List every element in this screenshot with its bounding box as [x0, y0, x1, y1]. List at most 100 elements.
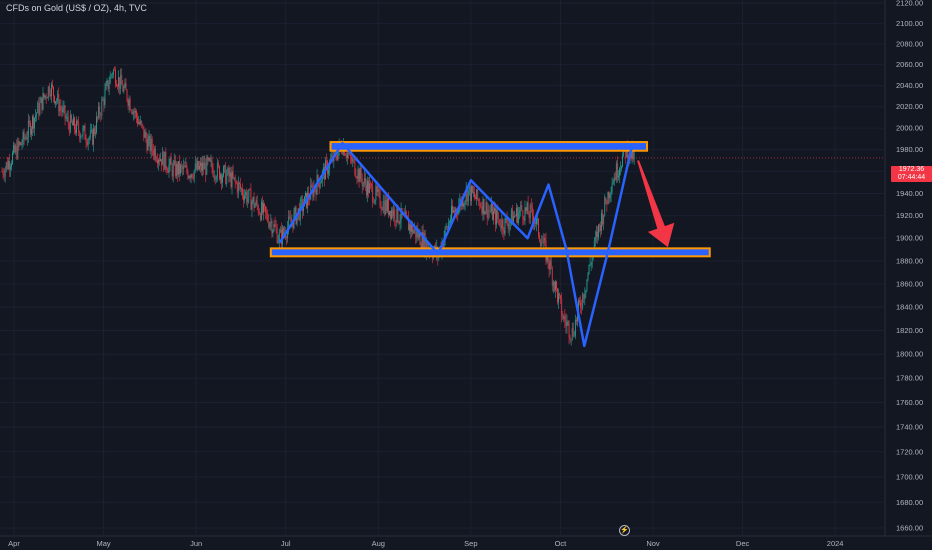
- x-tick-label: Apr: [8, 539, 20, 548]
- candle-body: [366, 184, 367, 196]
- candle-body: [565, 320, 567, 326]
- candle-body: [252, 197, 254, 202]
- candle-body: [553, 281, 555, 291]
- candle-body: [572, 328, 574, 336]
- candle-body: [510, 209, 512, 220]
- candle-body: [225, 165, 227, 184]
- candle-body: [467, 189, 469, 202]
- candle-body: [66, 116, 68, 119]
- candle-body: [337, 151, 339, 160]
- candle-body: [303, 206, 304, 212]
- candle-body: [511, 209, 513, 225]
- candle-body: [360, 167, 362, 179]
- candle-body: [462, 198, 464, 207]
- candle-body: [163, 151, 165, 170]
- candle-body: [411, 223, 412, 232]
- candle-body: [211, 160, 213, 169]
- candle-body: [378, 189, 380, 191]
- candle-body: [619, 168, 620, 176]
- candle-body: [501, 219, 503, 229]
- candle-body: [560, 295, 562, 299]
- candle-body: [117, 86, 118, 87]
- candle-body: [26, 136, 28, 140]
- candle-body: [609, 194, 611, 199]
- candle-body: [76, 120, 78, 134]
- candle-body: [389, 210, 390, 215]
- candle-body: [85, 139, 87, 143]
- candle-body: [552, 281, 554, 286]
- candle-body: [574, 319, 576, 336]
- candle-body: [457, 212, 459, 214]
- candle-body: [254, 204, 256, 208]
- down-arrow-icon: [637, 160, 675, 248]
- candle-body: [160, 159, 162, 161]
- candle-body: [280, 229, 282, 244]
- candle-body: [584, 294, 586, 300]
- y-tick-label: 1740.00: [896, 422, 923, 431]
- candle-body: [384, 200, 386, 215]
- candle-body: [419, 232, 421, 246]
- candle-body: [158, 159, 159, 164]
- candle-body: [217, 162, 219, 167]
- candle-body: [597, 231, 598, 238]
- candle-body: [581, 307, 583, 309]
- candle-body: [243, 195, 244, 201]
- candle-body: [183, 165, 185, 170]
- candle-body: [392, 210, 394, 217]
- candle-body: [576, 319, 577, 322]
- zigzag-pattern-line: [278, 141, 634, 348]
- y-tick-label: 1780.00: [896, 374, 923, 383]
- candle-body: [233, 177, 235, 178]
- candle-body: [526, 202, 528, 211]
- candle-body: [614, 177, 616, 180]
- candle-body: [80, 136, 82, 139]
- candle-body: [598, 224, 599, 238]
- candle-body: [382, 201, 384, 211]
- candle-body: [493, 210, 494, 220]
- candle-body: [370, 183, 372, 185]
- price-axis[interactable]: 1660.00 1680.00 1700.00 1720.00 1740.00 1760.…: [896, 0, 923, 533]
- candle-body: [16, 146, 18, 159]
- candle-body: [531, 207, 533, 216]
- candle-body: [13, 145, 15, 153]
- candle-body: [22, 131, 24, 145]
- candle-body: [272, 230, 274, 234]
- candle-body: [253, 197, 255, 208]
- horizontal-zone: [329, 141, 649, 152]
- candle-body: [362, 182, 364, 187]
- candle-body: [224, 165, 226, 167]
- candle-body: [63, 105, 65, 108]
- candle-body: [573, 335, 575, 337]
- candle-body: [357, 169, 359, 179]
- candle-body: [122, 84, 124, 92]
- y-tick-label: 2080.00: [896, 39, 923, 48]
- candle-body: [578, 300, 579, 311]
- candle-body: [463, 203, 465, 207]
- candle-body: [78, 123, 80, 132]
- candle-body: [563, 316, 565, 319]
- candle-body: [90, 129, 92, 131]
- chart-title: CFDs on Gold (US$ / OZ), 4h, TVC: [6, 3, 147, 13]
- horizontal-zone: [269, 247, 711, 258]
- candle-body: [497, 210, 499, 219]
- candle-body: [124, 83, 126, 88]
- candle-body: [171, 164, 173, 177]
- candle-body: [47, 86, 49, 98]
- lightning-icon[interactable]: ⚡: [619, 525, 630, 536]
- candle-body: [28, 120, 30, 123]
- candle-body: [106, 80, 108, 85]
- y-tick-label: 2020.00: [896, 102, 923, 111]
- candle-body: [613, 177, 615, 183]
- candle-body: [485, 202, 487, 212]
- candle-body: [57, 94, 59, 101]
- time-axis[interactable]: Apr May Jun Jul Aug Sep Oct Nov Dec 2024: [8, 539, 843, 548]
- candle-body: [514, 215, 515, 217]
- candle-body: [388, 198, 389, 215]
- candle-body: [420, 245, 422, 248]
- candle-body: [271, 221, 273, 234]
- candle-body: [288, 216, 290, 228]
- candle-body: [109, 75, 111, 84]
- candle-body: [235, 181, 237, 184]
- candle-body: [368, 180, 369, 193]
